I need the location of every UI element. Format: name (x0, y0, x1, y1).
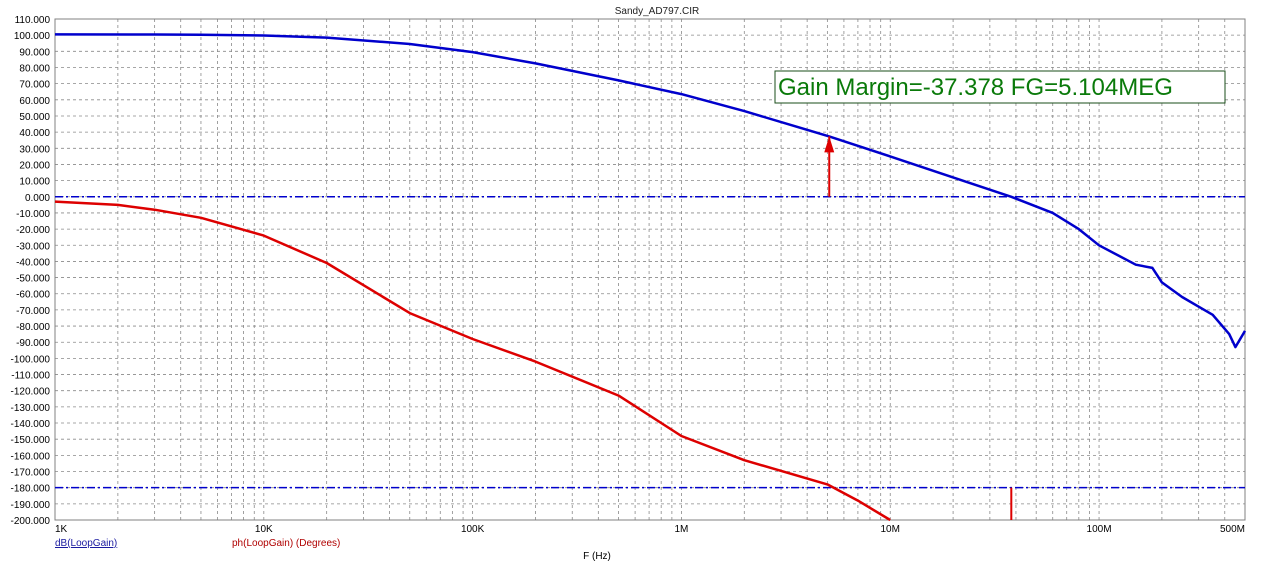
series-line (54, 33, 1247, 349)
y-tick-label: -30.000 (16, 241, 50, 252)
markers (824, 136, 1013, 520)
y-tick-label: 50.000 (19, 112, 50, 123)
annotation-text: Gain Margin=-37.378 FG=5.104MEG (778, 74, 1173, 101)
plot-frame (54, 18, 1246, 521)
annotation-box: Gain Margin=-37.378 FG=5.104MEG (774, 70, 1226, 104)
x-axis-label: F (Hz) (583, 551, 611, 562)
y-tick-label: -60.000 (16, 290, 50, 301)
y-tick-label: -150.000 (11, 435, 51, 446)
x-tick-label: 100M (1087, 524, 1112, 535)
y-tick-label: -190.000 (11, 500, 51, 511)
y-tick-label: -50.000 (16, 274, 50, 285)
y-tick-label: 70.000 (19, 80, 50, 91)
y-tick-label: -170.000 (11, 468, 51, 479)
y-tick-label: -70.000 (16, 306, 50, 317)
y-tick-label: 60.000 (19, 96, 50, 107)
y-tick-labels: 110.000 100.000 90.000 80.000 70.000 60.000 50… (11, 15, 51, 527)
y-tick-label: 90.000 (19, 47, 50, 58)
series-group (54, 33, 1247, 522)
y-tick-label: -140.000 (11, 419, 51, 430)
y-tick-label: -200.000 (11, 516, 51, 527)
legend-dB-loopgain: dB(LoopGain) (55, 538, 117, 549)
y-tick-label: -80.000 (16, 322, 50, 333)
series-line (54, 200, 891, 522)
y-tick-label: 100.000 (14, 31, 51, 42)
y-tick-label: -90.000 (16, 338, 50, 349)
marker-arrowhead (824, 136, 835, 153)
y-tick-label: 80.000 (19, 63, 50, 74)
y-tick-label: -130.000 (11, 403, 51, 414)
y-tick-label: 110.000 (15, 15, 51, 26)
y-tick-label: 40.000 (19, 128, 50, 139)
y-tick-label: -180.000 (11, 484, 51, 495)
x-tick-label: 10K (255, 524, 273, 535)
y-tick-label: -160.000 (11, 451, 51, 462)
y-tick-label: -10.000 (16, 209, 50, 220)
y-tick-label: -110.000 (11, 371, 50, 382)
chart-title: Sandy_AD797.CIR (615, 6, 700, 17)
x-tick-label: 100K (461, 524, 485, 535)
y-tick-label: -100.000 (11, 354, 51, 365)
y-tick-label: 30.000 (19, 144, 50, 155)
x-tick-labels: 1K 10K 100K 1M 10M 100M 500M (55, 524, 1245, 535)
grid (54, 18, 1246, 521)
x-tick-label: 1K (55, 524, 68, 535)
x-tick-label: 1M (674, 524, 688, 535)
x-tick-label: 10M (881, 524, 900, 535)
y-tick-label: -20.000 (16, 225, 50, 236)
y-tick-label: -120.000 (11, 387, 51, 398)
legend-ph-loopgain: ph(LoopGain) (Degrees) (232, 538, 340, 549)
y-tick-label: 10.000 (19, 177, 50, 188)
reference-lines (55, 196, 1245, 489)
y-tick-label: 20.000 (19, 160, 50, 171)
y-tick-label: -40.000 (16, 257, 50, 268)
x-tick-label: 500M (1220, 524, 1245, 535)
y-tick-label: 0.000 (25, 193, 50, 204)
